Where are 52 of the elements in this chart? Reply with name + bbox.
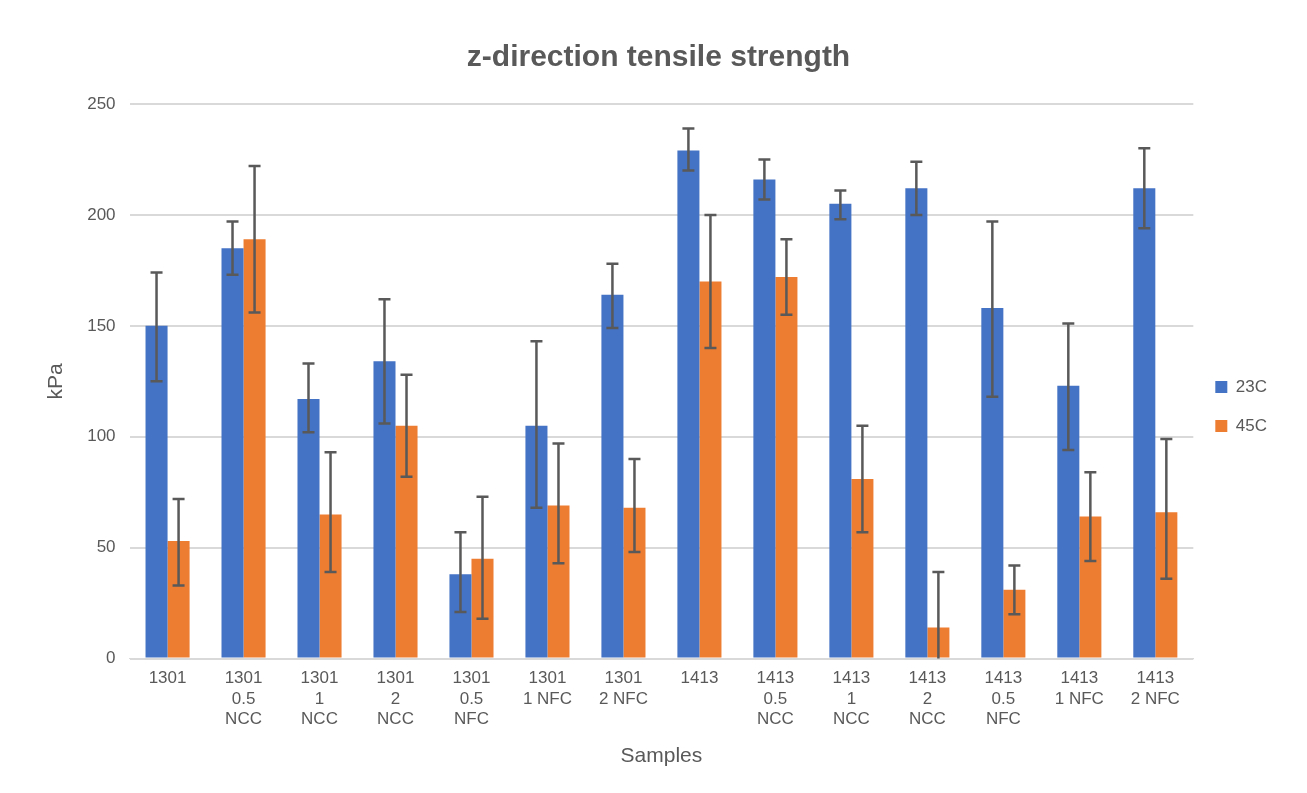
y-tick-label: 200 — [87, 204, 116, 224]
bar — [1079, 516, 1102, 658]
bar — [319, 514, 342, 658]
chart-title: z-direction tensile strength — [466, 39, 851, 73]
x-axis-title: Samples — [620, 743, 703, 767]
x-tick-label: 1413 2 NFC — [1130, 668, 1180, 708]
y-tick-label: 0 — [106, 648, 116, 668]
y-tick-label: 50 — [96, 537, 116, 557]
bar — [1155, 512, 1178, 658]
bar — [851, 478, 874, 658]
bar — [1057, 385, 1080, 658]
bar — [471, 558, 494, 658]
bar — [1133, 188, 1156, 658]
x-tick-label: 1301 2 NFC — [598, 668, 649, 708]
x-tick-label: 1413 — [680, 668, 719, 688]
bar — [1003, 589, 1026, 658]
bar — [829, 203, 852, 658]
x-tick-label: 1413 2 NCC — [908, 668, 947, 729]
x-tick-label: 1301 0.5 NFC — [452, 668, 491, 729]
bar — [623, 507, 646, 658]
bar — [373, 361, 396, 658]
bar — [699, 281, 722, 658]
bar — [449, 574, 472, 658]
bar — [981, 308, 1004, 658]
bar — [547, 505, 570, 658]
legend-label: 45C — [1235, 415, 1267, 435]
bar — [753, 179, 776, 658]
x-tick-label: 1301 1 NFC — [522, 668, 573, 708]
bar — [677, 150, 700, 658]
bar — [167, 541, 190, 658]
y-tick-label: 150 — [87, 315, 116, 335]
legend-label: 23C — [1235, 376, 1267, 396]
bar — [297, 399, 320, 658]
x-tick-label: 1413 1 NFC — [1054, 668, 1104, 708]
x-tick-label: 1301 0.5 NCC — [224, 668, 263, 729]
x-tick-label: 1301 — [148, 668, 187, 688]
bar — [395, 425, 418, 658]
bar — [905, 188, 928, 658]
bar — [601, 294, 624, 658]
x-tick-label: 1413 0.5 NCC — [756, 668, 795, 729]
bar — [221, 248, 244, 658]
x-tick-label: 1301 1 NCC — [300, 668, 339, 729]
bar — [775, 277, 798, 658]
y-axis-title: kPa — [43, 362, 67, 400]
x-tick-label: 1413 1 NCC — [832, 668, 871, 729]
y-tick-label: 100 — [87, 426, 116, 446]
bar — [145, 325, 168, 658]
bar — [525, 425, 548, 658]
x-tick-label: 1301 2 NCC — [376, 668, 415, 729]
bar — [243, 239, 266, 658]
y-tick-label: 250 — [87, 93, 116, 113]
x-tick-label: 1413 0.5 NFC — [984, 668, 1023, 729]
